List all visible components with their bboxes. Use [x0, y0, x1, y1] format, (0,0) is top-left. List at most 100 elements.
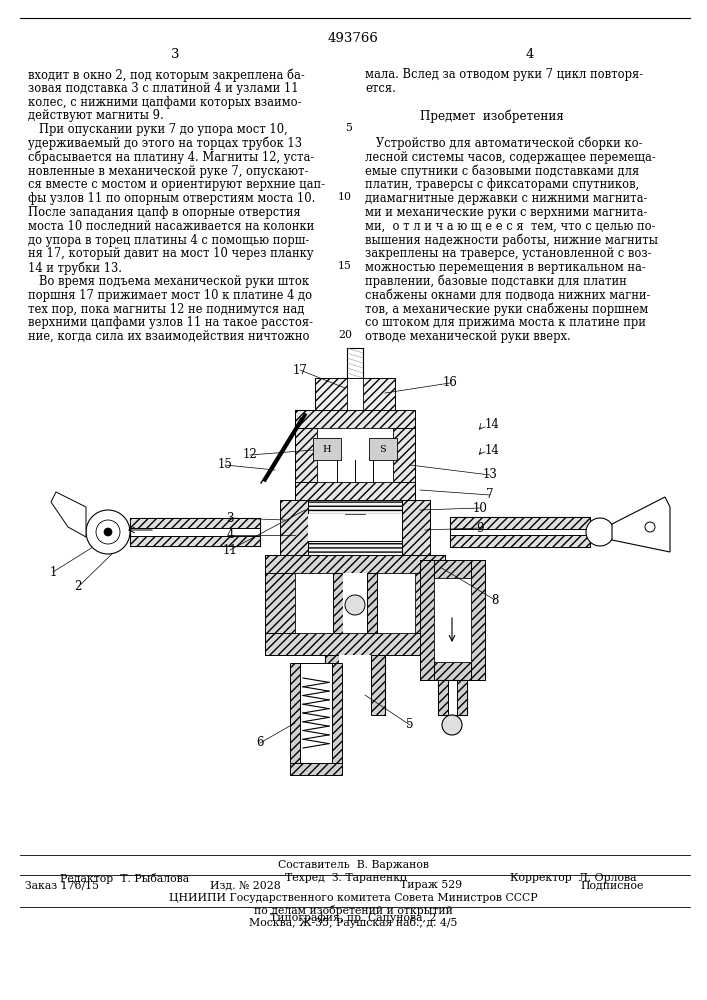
Bar: [308, 500, 402, 514]
Text: тов, а механические руки снабжены поршнем: тов, а механические руки снабжены поршне…: [365, 303, 648, 316]
Text: 5: 5: [407, 718, 414, 732]
Bar: [367, 573, 377, 633]
Text: Составитель  В. Варжанов: Составитель В. Варжанов: [278, 860, 428, 870]
Bar: [315, 378, 395, 410]
Text: Подписное: Подписное: [580, 880, 643, 890]
Text: ЦНИИПИ Государственного комитета Совета Министров СССР: ЦНИИПИ Государственного комитета Совета …: [169, 893, 537, 903]
Bar: [130, 518, 260, 546]
Text: 10: 10: [472, 502, 487, 514]
Text: 2: 2: [74, 580, 82, 593]
Text: вышения надежности работы, нижние магниты: вышения надежности работы, нижние магнит…: [365, 234, 658, 247]
Text: 11: 11: [223, 544, 238, 556]
Text: S: S: [380, 446, 386, 454]
Text: правлении, базовые подставки для платин: правлении, базовые подставки для платин: [365, 275, 626, 288]
Bar: [343, 573, 367, 633]
Bar: [325, 655, 339, 715]
Text: колес, с нижними цапфами которых взаимо-: колес, с нижними цапфами которых взаимо-: [28, 96, 301, 109]
Polygon shape: [612, 497, 670, 552]
Text: моста 10 последний насаживается на колонки: моста 10 последний насаживается на колон…: [28, 220, 314, 233]
Bar: [402, 500, 430, 555]
Bar: [295, 410, 415, 428]
Text: действуют магниты 9.: действуют магниты 9.: [28, 109, 164, 122]
Bar: [339, 655, 371, 715]
Text: можностью перемещения в вертикальном на-: можностью перемещения в вертикальном на-: [365, 261, 645, 274]
Text: 8: 8: [491, 593, 498, 606]
Text: отводе механической руки вверх.: отводе механической руки вверх.: [365, 330, 571, 343]
Text: H: H: [322, 446, 332, 454]
Bar: [450, 517, 590, 529]
Bar: [313, 438, 341, 460]
Text: Редактор  Т. Рыбалова: Редактор Т. Рыбалова: [60, 873, 189, 884]
Bar: [295, 573, 415, 633]
Text: фы узлов 11 по опорным отверстиям моста 10.: фы узлов 11 по опорным отверстиям моста …: [28, 192, 315, 205]
Circle shape: [86, 510, 130, 554]
Text: Техред  З. Тараненко: Техред З. Тараненко: [285, 873, 407, 883]
Text: мала. Вслед за отводом руки 7 цикл повторя-: мала. Вслед за отводом руки 7 цикл повто…: [365, 68, 643, 81]
Text: емые спутники с базовыми подставками для: емые спутники с базовыми подставками для: [365, 165, 639, 178]
Text: 14: 14: [485, 418, 500, 432]
Bar: [438, 680, 448, 715]
Text: ми,  о т л и ч а ю щ е е с я  тем, что с целью по-: ми, о т л и ч а ю щ е е с я тем, что с ц…: [365, 220, 655, 233]
Bar: [457, 680, 467, 715]
Text: ми и механические руки с верхними магнита-: ми и механические руки с верхними магнит…: [365, 206, 648, 219]
Text: 14: 14: [485, 444, 500, 456]
Bar: [369, 438, 397, 460]
Text: Тираж 529: Тираж 529: [400, 880, 462, 890]
Text: 4: 4: [226, 528, 234, 542]
Text: поршня 17 прижимает мост 10 к платине 4 до: поршня 17 прижимает мост 10 к платине 4 …: [28, 289, 312, 302]
Bar: [450, 517, 590, 547]
Bar: [308, 514, 402, 541]
Circle shape: [104, 528, 112, 536]
Text: 15: 15: [338, 261, 352, 271]
Text: со штоком для прижима моста к платине при: со штоком для прижима моста к платине пр…: [365, 316, 646, 329]
Text: удерживаемый до этого на торцах трубок 13: удерживаемый до этого на торцах трубок 1…: [28, 137, 302, 150]
Text: лесной системы часов, содержащее перемеща-: лесной системы часов, содержащее перемещ…: [365, 151, 656, 164]
Text: Типография, пр. Сапунова, 2: Типография, пр. Сапунова, 2: [270, 912, 436, 923]
Bar: [438, 680, 467, 715]
Bar: [308, 541, 402, 555]
Text: Корректор  Л. Орлова: Корректор Л. Орлова: [510, 873, 636, 883]
Text: диамагнитные державки с нижними магнита-: диамагнитные державки с нижними магнита-: [365, 192, 648, 205]
Bar: [420, 560, 485, 578]
Bar: [295, 410, 317, 500]
Text: до упора в торец платины 4 с помощью порш-: до упора в торец платины 4 с помощью пор…: [28, 234, 309, 247]
Bar: [434, 578, 471, 662]
Text: верхними цапфами узлов 11 на такое расстоя-: верхними цапфами узлов 11 на такое расст…: [28, 316, 313, 329]
Bar: [265, 555, 445, 573]
Bar: [300, 663, 332, 763]
Bar: [333, 573, 343, 633]
Text: платин, траверсы с фиксаторами спутников,: платин, траверсы с фиксаторами спутников…: [365, 178, 639, 191]
Text: 14 и трубки 13.: 14 и трубки 13.: [28, 261, 122, 275]
Text: Заказ 176/15: Заказ 176/15: [25, 880, 99, 890]
Text: 10: 10: [338, 192, 352, 202]
Text: ние, когда сила их взаимодействия ничтожно: ние, когда сила их взаимодействия ничтож…: [28, 330, 310, 343]
Text: После западания цапф в опорные отверстия: После западания цапф в опорные отверстия: [28, 206, 300, 219]
Polygon shape: [51, 492, 86, 537]
Text: 13: 13: [483, 468, 498, 482]
Text: тех пор, пока магниты 12 не поднимутся над: тех пор, пока магниты 12 не поднимутся н…: [28, 303, 305, 316]
Text: зовая подставка 3 с платиной 4 и узлами 11: зовая подставка 3 с платиной 4 и узлами …: [28, 82, 298, 95]
Text: 17: 17: [293, 363, 308, 376]
Text: 12: 12: [243, 448, 257, 462]
Text: Устройство для автоматической сборки ко-: Устройство для автоматической сборки ко-: [365, 137, 643, 150]
Text: закреплены на траверсе, установленной с воз-: закреплены на траверсе, установленной с …: [365, 247, 651, 260]
Text: сбрасывается на платину 4. Магниты 12, уста-: сбрасывается на платину 4. Магниты 12, у…: [28, 151, 314, 164]
Bar: [130, 536, 260, 546]
Text: 16: 16: [443, 376, 457, 389]
Bar: [265, 633, 445, 655]
Bar: [420, 560, 434, 680]
Circle shape: [96, 520, 120, 544]
Text: 15: 15: [218, 458, 233, 472]
Text: по делам изобретений и открытий: по делам изобретений и открытий: [254, 905, 452, 916]
Text: 493766: 493766: [327, 32, 378, 45]
Circle shape: [645, 522, 655, 532]
Text: ется.: ется.: [365, 82, 396, 95]
Circle shape: [345, 595, 365, 615]
Text: Предмет  изобретения: Предмет изобретения: [420, 109, 563, 123]
Text: 6: 6: [256, 736, 264, 750]
Bar: [265, 555, 295, 655]
Bar: [290, 663, 300, 763]
Bar: [295, 482, 415, 500]
Bar: [130, 518, 260, 528]
Bar: [450, 535, 590, 547]
